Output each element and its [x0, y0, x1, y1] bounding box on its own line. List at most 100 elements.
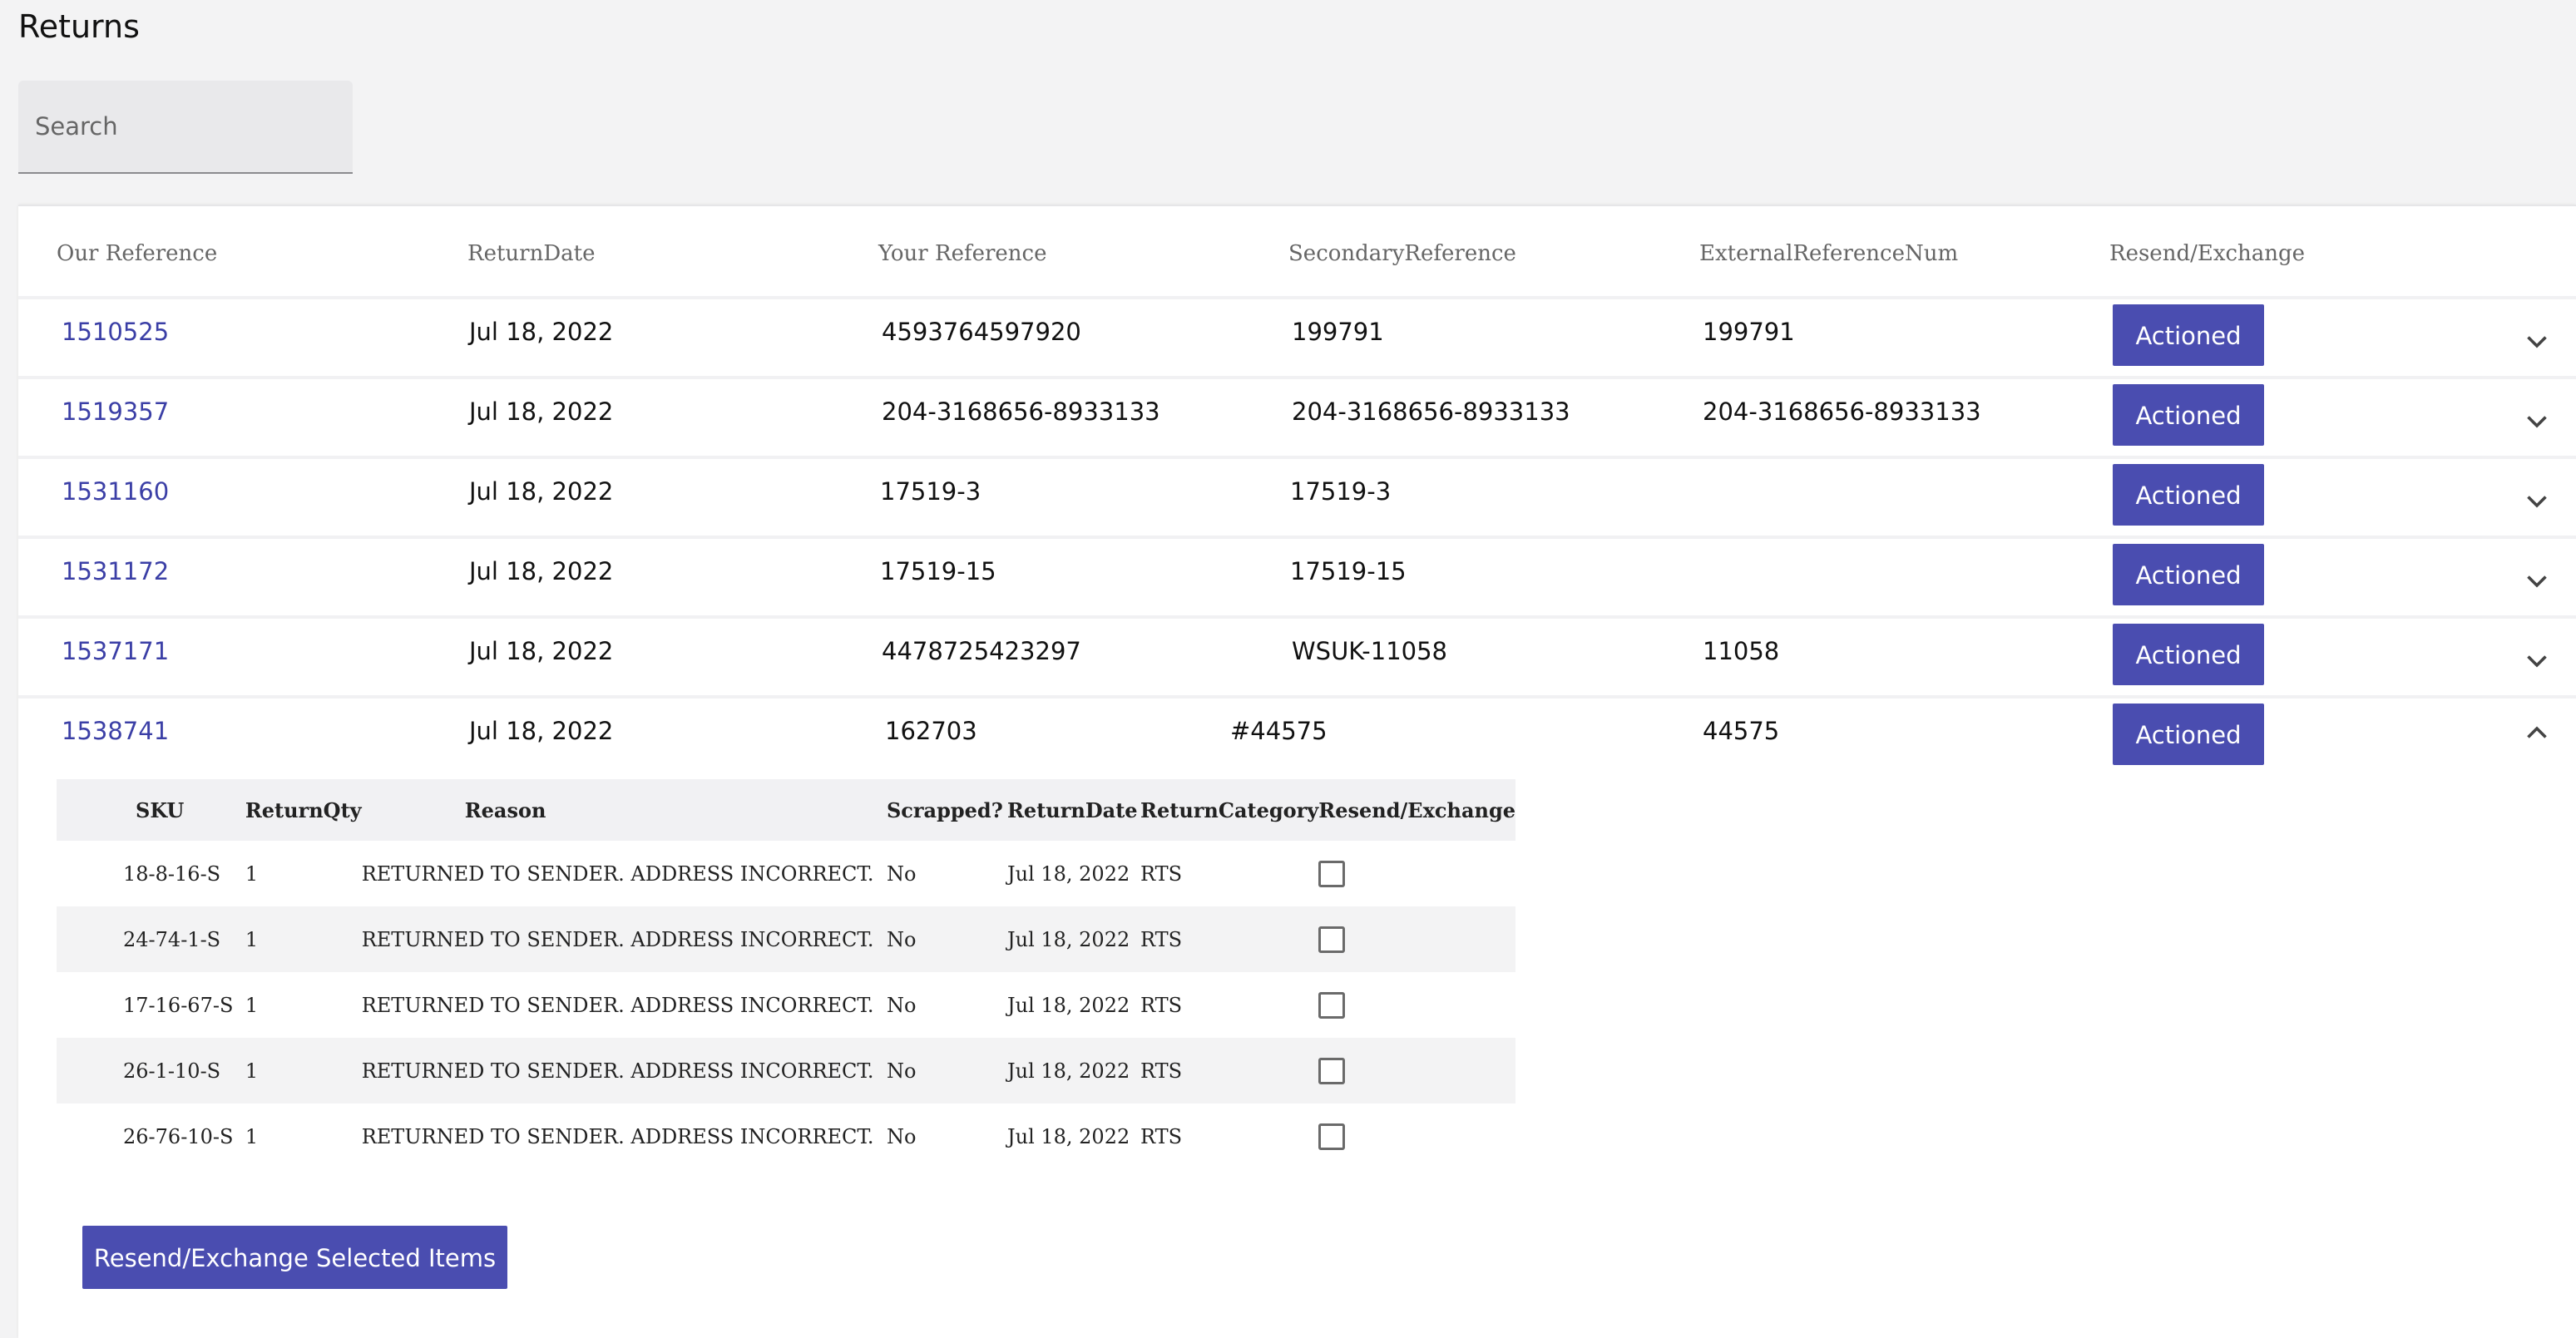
secondary-reference: WSUK-11058 [1292, 637, 1447, 665]
search-input[interactable] [18, 81, 353, 172]
return-items-table: SKU ReturnQty Reason Scrapped? ReturnDat… [57, 779, 1515, 1169]
return-qty: 1 [245, 1124, 259, 1148]
return-qty: 1 [245, 1038, 362, 1103]
your-reference: 17519-3 [880, 477, 981, 506]
return-category: RTS [1140, 1124, 1183, 1148]
chevron-down-icon[interactable] [2522, 645, 2552, 675]
reason: RETURNED TO SENDER. ADDRESS INCORRECT. [361, 1038, 887, 1103]
return-date: Jul 18, 2022 [469, 557, 614, 585]
header-resend-exchange: Resend/Exchange [2109, 241, 2306, 266]
detail-header-scrapped: Scrapped? [886, 779, 1007, 841]
detail-row: 17-16-67-S 1 RETURNED TO SENDER. ADDRESS… [57, 972, 1515, 1038]
external-reference: 204-3168656-8933133 [1703, 397, 1981, 426]
return-date: Jul 18, 2022 [1006, 1124, 1130, 1148]
our-reference-link[interactable]: 1538741 [62, 717, 170, 745]
detail-row: 18-8-16-S 1 RETURNED TO SENDER. ADDRESS … [57, 841, 1515, 906]
external-reference: 199791 [1703, 318, 1795, 346]
resend-exchange-checkbox[interactable] [1318, 1123, 1346, 1150]
table-row-expanded: 1538741 Jul 18, 2022 162703 #44575 44575… [18, 695, 2576, 775]
our-reference-link[interactable]: 1537171 [62, 637, 170, 665]
return-category: RTS [1140, 906, 1319, 972]
header-your-reference: Your Reference [878, 241, 1047, 266]
return-category: RTS [1140, 993, 1183, 1017]
our-reference-link[interactable]: 1519357 [62, 397, 170, 426]
return-date: Jul 18, 2022 [1006, 993, 1130, 1017]
sku: 26-76-10-S [123, 1124, 234, 1148]
actioned-button[interactable]: Actioned [2113, 464, 2264, 526]
detail-row: 26-1-10-S 1 RETURNED TO SENDER. ADDRESS … [57, 1038, 1515, 1103]
reason: RETURNED TO SENDER. ADDRESS INCORRECT. [361, 906, 887, 972]
table-row: 1531160 Jul 18, 2022 17519-3 17519-3 Act… [18, 456, 2576, 536]
return-qty: 1 [245, 993, 259, 1017]
return-date: Jul 18, 2022 [469, 318, 614, 346]
header-external-reference-num: ExternalReferenceNum [1699, 241, 1959, 266]
external-reference: 44575 [1703, 717, 1780, 745]
actioned-button[interactable]: Actioned [2113, 304, 2264, 366]
scrapped: No [886, 862, 917, 886]
our-reference-link[interactable]: 1531160 [62, 477, 170, 506]
scrapped: No [886, 1038, 1007, 1103]
our-reference-link[interactable]: 1531172 [62, 557, 170, 585]
detail-header-sku: SKU [57, 779, 245, 841]
scrapped: No [886, 993, 917, 1017]
our-reference-link[interactable]: 1510525 [62, 318, 170, 346]
return-date: Jul 18, 2022 [469, 477, 614, 506]
return-date: Jul 18, 2022 [469, 397, 614, 426]
detail-header-resend-exchange: Resend/Exchange [1318, 779, 1515, 841]
table-row: 1510525 Jul 18, 2022 4593764597920 19979… [18, 296, 2576, 376]
secondary-reference: 199791 [1292, 318, 1384, 346]
table-row: 1519357 Jul 18, 2022 204-3168656-8933133… [18, 376, 2576, 456]
table-row: 1537171 Jul 18, 2022 4478725423297 WSUK-… [18, 615, 2576, 695]
detail-header-row: SKU ReturnQty Reason Scrapped? ReturnDat… [57, 779, 1515, 841]
your-reference: 17519-15 [880, 557, 996, 585]
chevron-down-icon[interactable] [2522, 326, 2552, 356]
actioned-button[interactable]: Actioned [2113, 704, 2264, 765]
sku: 17-16-67-S [123, 993, 234, 1017]
detail-header-return-date: ReturnDate [1006, 779, 1141, 841]
return-date: Jul 18, 2022 [1006, 862, 1130, 886]
your-reference: 4478725423297 [882, 637, 1081, 665]
return-date: Jul 18, 2022 [1006, 1038, 1141, 1103]
detail-row: 26-76-10-S 1 RETURNED TO SENDER. ADDRESS… [57, 1103, 1515, 1169]
resend-exchange-selected-button[interactable]: Resend/Exchange Selected Items [82, 1226, 507, 1289]
actioned-button[interactable]: Actioned [2113, 384, 2264, 446]
secondary-reference: 17519-3 [1290, 477, 1392, 506]
resend-exchange-checkbox[interactable] [1318, 860, 1346, 887]
reason: RETURNED TO SENDER. ADDRESS INCORRECT. [361, 993, 874, 1017]
resend-exchange-checkbox[interactable] [1318, 926, 1346, 953]
search-field[interactable] [18, 81, 353, 174]
return-date: Jul 18, 2022 [469, 717, 614, 745]
header-secondary-reference: SecondaryReference [1288, 241, 1516, 266]
header-return-date: ReturnDate [467, 241, 596, 266]
reason: RETURNED TO SENDER. ADDRESS INCORRECT. [361, 862, 874, 886]
return-qty: 1 [245, 906, 362, 972]
resend-exchange-checkbox[interactable] [1318, 1057, 1346, 1084]
return-date: Jul 18, 2022 [1006, 906, 1141, 972]
secondary-reference: #44575 [1230, 717, 1328, 745]
header-our-reference: Our Reference [57, 241, 218, 266]
chevron-down-icon[interactable] [2522, 406, 2552, 436]
page-title: Returns [18, 8, 140, 45]
return-date: Jul 18, 2022 [469, 637, 614, 665]
return-qty: 1 [245, 862, 259, 886]
your-reference: 204-3168656-8933133 [882, 397, 1160, 426]
chevron-down-icon[interactable] [2522, 486, 2552, 516]
table-row: 1531172 Jul 18, 2022 17519-15 17519-15 A… [18, 536, 2576, 615]
reason: RETURNED TO SENDER. ADDRESS INCORRECT. [361, 1124, 874, 1148]
detail-header-return-category: ReturnCategory [1140, 779, 1319, 841]
actioned-button[interactable]: Actioned [2113, 624, 2264, 685]
detail-header-qty: ReturnQty [245, 779, 362, 841]
detail-header-reason: Reason [361, 779, 887, 841]
your-reference: 4593764597920 [882, 318, 1081, 346]
sku: 26-1-10-S [57, 1038, 245, 1103]
return-category: RTS [1140, 862, 1183, 886]
chevron-up-icon[interactable] [2522, 718, 2552, 748]
resend-exchange-checkbox[interactable] [1318, 991, 1346, 1019]
actioned-button[interactable]: Actioned [2113, 544, 2264, 605]
scrapped: No [886, 906, 1007, 972]
detail-row: 24-74-1-S 1 RETURNED TO SENDER. ADDRESS … [57, 906, 1515, 972]
external-reference: 11058 [1703, 637, 1780, 665]
chevron-down-icon[interactable] [2522, 565, 2552, 595]
secondary-reference: 17519-15 [1290, 557, 1407, 585]
return-category: RTS [1140, 1038, 1319, 1103]
